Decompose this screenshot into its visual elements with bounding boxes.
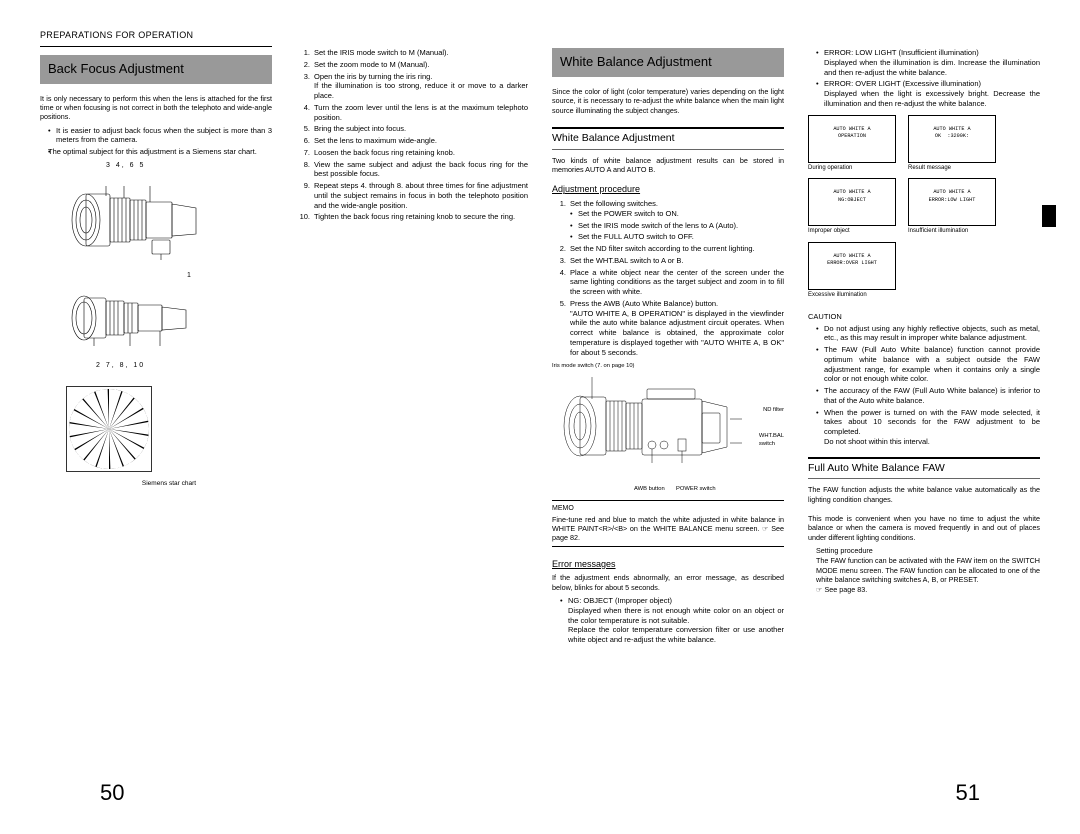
manual-spread: PREPARATIONS FOR OPERATION Back Focus Ad… [0, 0, 1080, 834]
faw-body2: This mode is convenient when you have no… [808, 514, 1040, 542]
star-caption: Siemens star chart [126, 480, 212, 488]
screen-box: AUTO WHITE A ERROR:LOW LIGHT [908, 178, 996, 226]
screen-item: AUTO WHITE A NG:OBJECT Improper object [808, 178, 896, 236]
step-item: 10.Tighten the back focus ring retaining… [296, 212, 528, 222]
proc-heading: Adjustment procedure [552, 184, 784, 196]
proc-item: 2.Set the ND filter switch according to … [552, 244, 784, 254]
err-bullets-2: ERROR: LOW LIGHT (Insufficient illuminat… [808, 48, 1040, 111]
wb-sub-body: Two kinds of white balance adjustment re… [552, 156, 784, 175]
bullet-item: Do not adjust using any highly reflectiv… [816, 324, 1040, 344]
camera-illustration: Iris mode switch (7. on page 10) [552, 363, 784, 493]
screen-caption: Improper object [808, 228, 896, 236]
lens-illustration-1 [66, 178, 272, 263]
tab-marker [1042, 205, 1056, 227]
bullet-item: ERROR: LOW LIGHT (Insufficient illuminat… [816, 48, 1040, 77]
page-number-left: 50 [100, 780, 124, 806]
bullet-item: NG: OBJECT (Improper object) Displayed w… [560, 596, 784, 645]
err-heading: Error messages [552, 559, 784, 571]
intro-text: It is only necessary to perform this whe… [40, 94, 272, 122]
white-balance-heading: White Balance Adjustment [552, 48, 784, 77]
screen-item: AUTO WHITE A ERROR:OVER LIGHT Excessive i… [808, 242, 896, 300]
screen-caption: Result message [908, 165, 996, 173]
memo-title: MEMO [552, 504, 784, 513]
err-bullets-1: NG: OBJECT (Improper object) Displayed w… [552, 596, 784, 647]
column-3: White Balance Adjustment Since the color… [552, 30, 784, 804]
wb-intro: Since the color of light (color temperat… [552, 87, 784, 115]
proc-item: 4.Place a white object near the center o… [552, 268, 784, 297]
proc-item: 5.Press the AWB (Auto White Balance) but… [552, 299, 784, 358]
proc-item: 3.Set the WHT.BAL switch to A or B. [552, 256, 784, 266]
caution-label: CAUTION [808, 312, 1040, 322]
faw-setting-body: The FAW function can be activated with t… [816, 556, 1040, 593]
sub-item: Set the POWER switch to ON. [570, 209, 784, 219]
screen-grid: AUTO WHITE A OPERATIONDuring operationAU… [808, 115, 1040, 300]
caution-bullets: Do not adjust using any highly reflectiv… [808, 324, 1040, 449]
illus1-bottom-label: 1 [66, 271, 272, 280]
step-item: 3.Open the iris by turning the iris ring… [296, 72, 528, 101]
memo-box: MEMO Fine-tune red and blue to match the… [552, 500, 784, 547]
screen-caption: During operation [808, 165, 896, 173]
step-item: 6.Set the lens to maximum wide-angle. [296, 136, 528, 146]
screen-item: AUTO WHITE A ERROR:LOW LIGHT Insufficient… [908, 178, 996, 236]
err-intro: If the adjustment ends abnormally, an er… [552, 573, 784, 592]
power-annot: POWER switch [676, 486, 716, 494]
breadcrumb-rule [40, 46, 272, 47]
faw-heading: Full Auto White Balance FAW [808, 457, 1040, 480]
intro-bullets: It is easier to adjust back focus when t… [40, 126, 272, 159]
wb-procedure: 1.Set the following switches.Set the POW… [552, 199, 784, 359]
faw-body1: The FAW function adjusts the white balan… [808, 485, 1040, 504]
wht-annot: WHT.BAL switch [759, 433, 784, 448]
bullet-item: When the power is turned on with the FAW… [816, 408, 1040, 447]
screen-caption: Insufficient illumination [908, 228, 996, 236]
illus2-labels: 2 7, 8, 10 [66, 361, 272, 370]
step-item: 8.View the same subject and adjust the b… [296, 160, 528, 180]
step-item: 9.Repeat steps 4. through 8. about three… [296, 181, 528, 210]
back-focus-steps: 1.Set the IRIS mode switch to M (Manual)… [296, 48, 528, 224]
awb-annot: AWB button [634, 486, 665, 494]
bullet-item: The FAW (Full Auto White balance) functi… [816, 345, 1040, 384]
step-item: 5.Bring the subject into focus. [296, 124, 528, 134]
screen-caption: Excessive illumination [808, 292, 896, 300]
siemens-star-chart [66, 386, 272, 472]
step-item: 4.Turn the zoom lever until the lens is … [296, 103, 528, 123]
screen-box: AUTO WHITE A NG:OBJECT [808, 178, 896, 226]
illus1-top-labels: 3 4, 6 5 [66, 161, 272, 170]
screen-box: AUTO WHITE A OPERATION [808, 115, 896, 163]
screen-item: AUTO WHITE A OPERATION During operation [808, 115, 896, 173]
page-number-right: 51 [956, 780, 980, 806]
screen-box: AUTO WHITE A OK :3200K: [908, 115, 996, 163]
bullet-item: The optimal subject for this adjustment … [48, 147, 272, 157]
proc-item: 1.Set the following switches.Set the POW… [552, 199, 784, 242]
wb-sub-heading: White Balance Adjustment [552, 127, 784, 150]
sub-item: Set the IRIS mode switch of the lens to … [570, 221, 784, 231]
column-1: PREPARATIONS FOR OPERATION Back Focus Ad… [40, 30, 272, 804]
sub-item: Set the FULL AUTO switch to OFF. [570, 232, 784, 242]
bullet-item: The accuracy of the FAW (Full Auto White… [816, 386, 1040, 406]
bullet-item: It is easier to adjust back focus when t… [48, 126, 272, 146]
lens-illustration-2 [66, 288, 272, 353]
step-item: 1.Set the IRIS mode switch to M (Manual)… [296, 48, 528, 58]
back-focus-heading: Back Focus Adjustment [40, 55, 272, 84]
faw-setting-h: Setting procedure [816, 546, 1040, 555]
step-item: 2.Set the zoom mode to M (Manual). [296, 60, 528, 70]
iris-annot: Iris mode switch (7. on page 10) [552, 363, 784, 371]
nd-annot: ND filter [763, 407, 784, 415]
breadcrumb: PREPARATIONS FOR OPERATION [40, 30, 272, 42]
column-2: 1.Set the IRIS mode switch to M (Manual)… [296, 30, 528, 804]
step-item: 7.Loosen the back focus ring retaining k… [296, 148, 528, 158]
screen-box: AUTO WHITE A ERROR:OVER LIGHT [808, 242, 896, 290]
bullet-item: ERROR: OVER LIGHT (Excessive illuminatio… [816, 79, 1040, 108]
screen-item: AUTO WHITE A OK :3200K: Result message [908, 115, 996, 173]
column-4: ERROR: LOW LIGHT (Insufficient illuminat… [808, 30, 1040, 804]
memo-body: Fine-tune red and blue to match the whit… [552, 515, 784, 543]
